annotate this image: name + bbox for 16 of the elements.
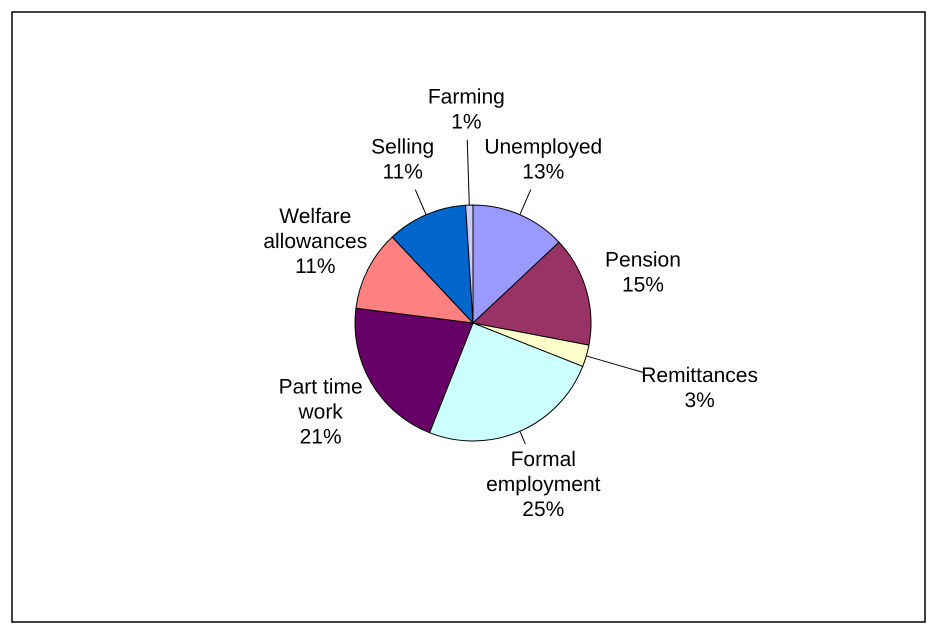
data-label: 25% [522, 498, 564, 521]
data-label: 15% [622, 274, 664, 297]
slice-label: Pension [605, 248, 681, 272]
data-label: 21% [300, 426, 342, 449]
data-label: 11% [295, 255, 336, 278]
slice-label: Part time work [278, 376, 363, 424]
slice-label: Remittances [641, 364, 758, 387]
data-label: 13% [522, 160, 564, 184]
data-label: 1% [451, 110, 482, 134]
slice-label: Selling [371, 136, 434, 159]
data-label: 3% [684, 388, 715, 412]
slice-label: Formal employment [486, 448, 601, 496]
slice-label: Farming [428, 86, 505, 109]
data-label: 11% [382, 160, 423, 184]
slice-label: Welfare allowances [263, 205, 368, 254]
slice-label: Unemployed [484, 136, 602, 159]
